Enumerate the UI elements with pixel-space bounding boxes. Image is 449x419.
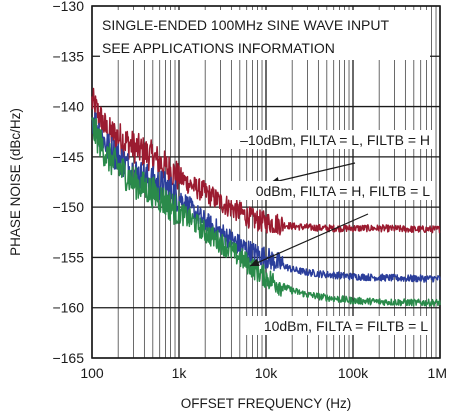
x-tick-label: 100k [338,365,369,381]
x-tick-label: 10k [255,365,279,381]
y-tick-label: −145 [52,149,84,165]
x-tick-label: 100 [80,365,104,381]
series-label-1: 0dBm, FILTA = H, FILTB = L [256,183,430,199]
y-tick-label: −135 [52,48,84,64]
y-tick-label: −140 [52,99,84,115]
x-tick-label: 1k [172,365,188,381]
series-label-0: –10dBm, FILTA = L, FILTB = H [240,132,430,148]
leader-line [270,163,355,183]
x-tick-label: 1M [428,365,447,381]
x-axis-title: OFFSET FREQUENCY (Hz) [181,396,352,411]
annotation-line-2: SEE APPLICATIONS INFORMATION [102,40,335,56]
y-tick-label: −155 [52,249,84,265]
series-label-2: 10dBm, FILTA = FILTB = L [264,318,428,334]
y-tick-label: −165 [52,350,84,366]
y-tick-label: −130 [52,0,84,14]
y-tick-label: −150 [52,199,84,215]
y-tick-label: −160 [52,300,84,316]
annotation-line-1: SINGLE-ENDED 100MHz SINE WAVE INPUT [102,17,390,33]
y-axis-title: PHASE NOISE (dBc/Hz) [8,108,23,256]
